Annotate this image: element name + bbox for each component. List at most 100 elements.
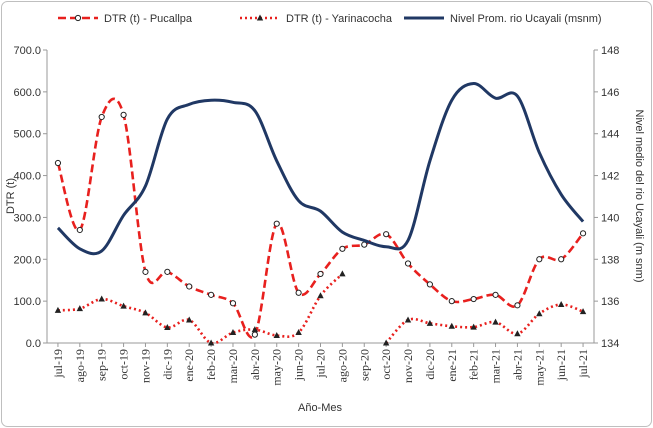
legend-label: DTR (t) - Yarinacocha xyxy=(286,13,393,25)
point xyxy=(492,291,499,298)
line xyxy=(56,81,585,256)
point xyxy=(229,329,237,336)
point xyxy=(142,309,149,316)
x-tick-label: jul-21 xyxy=(576,349,590,379)
point xyxy=(382,339,390,346)
point xyxy=(317,270,324,278)
point xyxy=(426,319,434,326)
point xyxy=(208,291,215,298)
point xyxy=(536,256,543,263)
x-tick-label: may-21 xyxy=(532,349,546,386)
y-axis-title: DTR (t) xyxy=(5,178,17,214)
y-tick-label: 100.0 xyxy=(13,296,41,308)
point xyxy=(536,310,543,317)
point xyxy=(74,14,82,22)
point xyxy=(514,302,521,309)
x-tick-label: feb-21 xyxy=(467,349,481,380)
y-tick-label: 700.0 xyxy=(13,45,41,57)
y-tick-label: 500.0 xyxy=(13,129,41,141)
point xyxy=(207,339,215,346)
x-tick-label: jun-21 xyxy=(554,349,568,381)
point xyxy=(186,283,193,290)
x-tick-label: jul-19 xyxy=(51,349,65,379)
y2-tick-label: 134 xyxy=(601,338,619,350)
series xyxy=(54,270,587,346)
point xyxy=(448,298,455,305)
x-tick-label: mar-21 xyxy=(489,349,503,383)
point xyxy=(251,331,258,338)
y-tick-label: 200.0 xyxy=(13,254,41,266)
point xyxy=(186,316,193,323)
point xyxy=(142,268,149,275)
point xyxy=(251,326,259,333)
point xyxy=(54,306,62,313)
y-tick-label: 400.0 xyxy=(13,171,41,183)
x-axis-title: Año-Mes xyxy=(298,402,343,414)
point xyxy=(164,268,171,275)
point xyxy=(361,241,368,248)
y2-axis-title: Nivel medio del rio Ucayali (m snm) xyxy=(633,110,645,283)
point xyxy=(98,295,105,302)
point xyxy=(339,270,346,277)
y2-tick-label: 144 xyxy=(601,129,619,141)
x-tick-label: oct-20 xyxy=(379,349,393,380)
point xyxy=(295,289,302,296)
point xyxy=(579,230,587,237)
point xyxy=(558,256,565,263)
point xyxy=(98,113,105,121)
point xyxy=(470,295,477,303)
point xyxy=(76,305,84,312)
legend-label: Nivel Prom. rio Ucayali (msnm) xyxy=(450,13,602,25)
x-tick-label: ago-19 xyxy=(73,349,87,382)
point xyxy=(273,220,280,227)
point xyxy=(120,302,127,309)
x-tick-label: jul-20 xyxy=(314,349,328,379)
point xyxy=(470,323,477,330)
x-tick-label: may-20 xyxy=(270,349,284,386)
y-tick-label: 600.0 xyxy=(13,87,41,99)
point xyxy=(273,331,280,338)
y2-tick-label: 148 xyxy=(601,45,619,57)
x-tick-label: dic-19 xyxy=(160,349,174,380)
point xyxy=(317,292,324,299)
x-tick-label: ene-20 xyxy=(182,349,196,382)
y2-tick-label: 138 xyxy=(601,254,619,266)
point xyxy=(383,231,390,238)
x-tick-label: nov-19 xyxy=(138,349,152,383)
x-tick-label: abr-21 xyxy=(510,349,524,380)
point xyxy=(54,159,62,167)
x-tick-label: ene-21 xyxy=(445,349,459,382)
x-tick-label: abr-20 xyxy=(248,349,262,380)
point xyxy=(339,245,346,252)
x-tick-label: jun-20 xyxy=(292,349,306,381)
x-tick-label: sep-19 xyxy=(95,349,109,381)
y-tick-label: 0.0 xyxy=(26,338,41,350)
point xyxy=(164,324,171,331)
x-tick-label: nov-20 xyxy=(401,349,415,383)
x-tick-label: mar-20 xyxy=(226,349,240,383)
series xyxy=(54,97,587,339)
x-tick-label: dic-20 xyxy=(423,349,437,380)
point xyxy=(426,281,433,288)
point xyxy=(256,14,264,21)
point xyxy=(492,318,499,325)
point xyxy=(579,308,587,315)
x-tick-label: oct-19 xyxy=(117,349,131,380)
point xyxy=(514,330,521,337)
point xyxy=(120,111,127,118)
point xyxy=(229,300,237,307)
y2-tick-label: 136 xyxy=(601,296,619,308)
point xyxy=(76,226,83,234)
point xyxy=(404,316,412,323)
legend-label: DTR (t) - Pucallpa xyxy=(104,13,193,25)
y-tick-label: 300.0 xyxy=(13,212,41,224)
point xyxy=(557,300,565,307)
point xyxy=(448,322,455,329)
point xyxy=(404,260,412,267)
series xyxy=(56,81,585,256)
x-tick-label: ago-20 xyxy=(335,349,349,382)
y2-tick-label: 146 xyxy=(601,87,619,99)
